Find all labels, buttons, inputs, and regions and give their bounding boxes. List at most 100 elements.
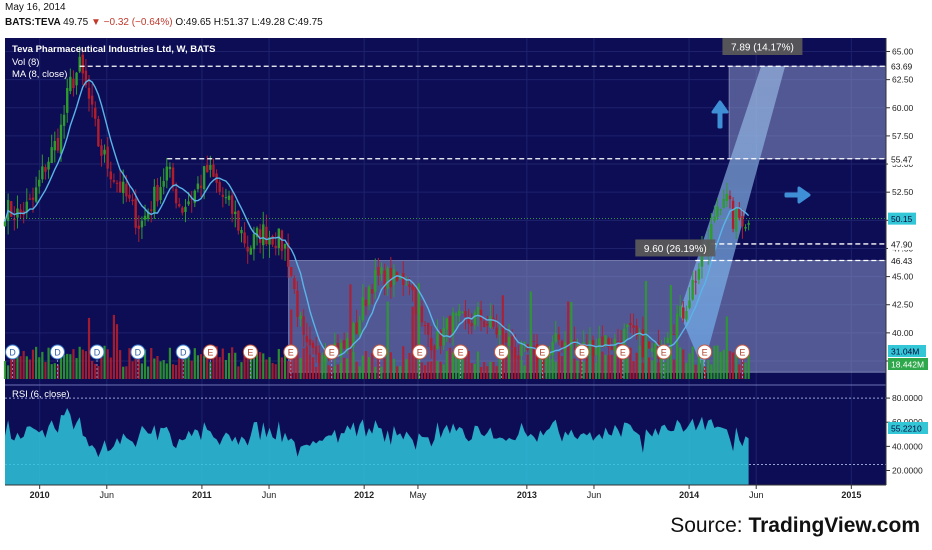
candle-body	[504, 333, 508, 343]
candle-body	[523, 341, 526, 344]
volume-bar	[610, 354, 613, 379]
candle-body	[206, 164, 209, 173]
volume-bar	[44, 361, 47, 379]
volume-bar	[367, 357, 371, 379]
volume-bar	[448, 347, 452, 379]
volume-bar	[383, 358, 386, 379]
volume-bar	[638, 345, 641, 379]
volume-bar	[358, 366, 361, 379]
event-circle	[372, 344, 388, 360]
volume-bar	[498, 353, 501, 379]
event-circle	[534, 344, 550, 360]
x-tick-label: 2012	[354, 490, 374, 500]
volume-bar	[237, 366, 240, 379]
quote-line: BATS:TEVA 49.75 ▼ −0.32 (−0.64%) O:49.65…	[5, 17, 323, 28]
event-circle	[283, 344, 299, 360]
volume-bar	[595, 362, 598, 379]
candle-body	[47, 161, 50, 170]
volume-bar	[181, 357, 184, 379]
volume-bar	[206, 351, 209, 379]
candle-body	[94, 107, 97, 119]
candle-body	[601, 336, 604, 347]
candle-body	[31, 197, 35, 200]
level-label-bg	[888, 237, 916, 250]
volume-bar	[647, 357, 651, 379]
event-circle	[175, 344, 191, 360]
candle-body	[454, 313, 458, 316]
candle-body	[255, 227, 259, 238]
candle-body	[591, 339, 595, 357]
candle-body	[308, 339, 312, 346]
candle-body	[738, 207, 741, 218]
candle-body	[38, 179, 41, 187]
candle-body	[84, 70, 88, 86]
candle-body	[143, 215, 147, 220]
volume-bar	[417, 283, 420, 379]
volume-bar	[327, 365, 330, 379]
candle-body	[451, 312, 455, 336]
candle-body	[299, 315, 302, 320]
source-brand: TradingView.com	[748, 514, 920, 537]
volume-bar	[31, 349, 35, 379]
candle-body	[227, 195, 231, 200]
candle-body	[346, 338, 349, 350]
candle-body	[551, 342, 554, 356]
volume-bar	[209, 362, 212, 379]
candle-body	[532, 341, 536, 343]
volume-bar	[255, 350, 259, 379]
volume-bar	[635, 352, 638, 379]
volume-bar	[511, 348, 514, 379]
volume-bar	[560, 356, 564, 379]
rsi-tick-label: 80.0000	[892, 393, 923, 403]
candle-body	[678, 306, 682, 317]
candle-body	[230, 195, 234, 214]
volume-bar	[290, 309, 293, 379]
volume-bar	[679, 347, 682, 379]
candle-body	[697, 268, 701, 280]
candle-body	[486, 323, 489, 326]
volume-bar	[735, 353, 738, 379]
candle-body	[560, 340, 564, 348]
candle-body	[112, 180, 116, 182]
volume-bar	[243, 353, 246, 379]
candle-body	[339, 342, 343, 358]
candle-body	[445, 318, 449, 330]
event-circle	[734, 344, 750, 360]
last-price-label-bg	[888, 212, 916, 225]
candle-body	[181, 207, 184, 213]
event-circle	[324, 344, 340, 360]
volume-bar	[66, 353, 69, 379]
level-label: 47.90	[891, 239, 913, 249]
volume-bar	[224, 360, 228, 379]
volume-bar	[19, 356, 22, 379]
volume-bar	[716, 345, 719, 379]
candle-body	[268, 237, 271, 245]
candle-body	[131, 199, 134, 202]
candle-body	[744, 227, 747, 229]
y-tick-label: 65.00	[892, 47, 914, 57]
candle-body	[594, 346, 598, 356]
level-lines	[5, 65, 886, 262]
candle-body	[635, 325, 638, 337]
volume-bar	[311, 357, 315, 379]
candle-body	[90, 95, 94, 105]
volume-bar	[607, 355, 610, 379]
candle-body	[283, 243, 287, 249]
volume-bar	[150, 347, 153, 379]
event-circle	[202, 344, 218, 360]
event-circle	[656, 344, 672, 360]
candle-body	[489, 316, 492, 328]
volume-bar	[551, 358, 554, 379]
volume-bar	[97, 366, 100, 379]
volume-bar	[402, 346, 405, 379]
volume-bar	[184, 349, 187, 379]
volume-bar	[520, 360, 523, 379]
candle-body	[501, 329, 505, 331]
candle-body	[650, 347, 654, 352]
volume-bar	[221, 348, 224, 379]
volume-bar	[585, 358, 588, 379]
volume-bar	[371, 352, 374, 379]
volume-bar	[259, 352, 262, 379]
volume-bar	[738, 364, 741, 379]
